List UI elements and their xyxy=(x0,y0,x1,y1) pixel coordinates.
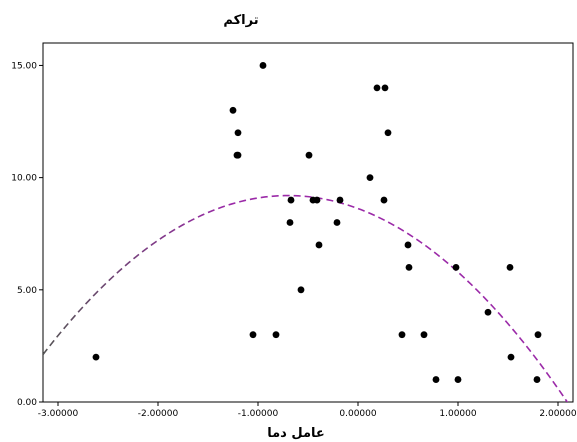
x-tick-label: 0.00000 xyxy=(339,409,376,419)
data-point xyxy=(334,219,341,226)
data-point xyxy=(288,197,295,204)
data-point xyxy=(306,152,313,159)
data-points xyxy=(93,62,542,383)
plot-frame xyxy=(43,43,573,402)
y-axis-ticks: 0.00 5.00 10.00 15.00 xyxy=(11,61,43,408)
data-point xyxy=(433,376,440,383)
data-point xyxy=(367,174,374,181)
data-point xyxy=(316,242,323,249)
data-point xyxy=(93,354,100,361)
data-point xyxy=(287,219,294,226)
data-point xyxy=(234,152,241,159)
data-point xyxy=(406,264,413,271)
data-point xyxy=(534,376,541,383)
data-point xyxy=(235,129,242,136)
data-point xyxy=(508,354,515,361)
data-point xyxy=(273,331,280,338)
chart-title: تراکم xyxy=(223,13,258,28)
data-point xyxy=(453,264,460,271)
data-point xyxy=(314,197,321,204)
x-axis-ticks: -3.00000 -2.00000 -1.00000 0.00000 1.00000 2.… xyxy=(38,402,577,419)
data-point xyxy=(485,309,492,316)
data-point xyxy=(298,286,305,293)
x-axis-title: عامل دما xyxy=(267,426,325,441)
data-point xyxy=(381,197,388,204)
data-point xyxy=(374,84,381,91)
data-point xyxy=(405,242,412,249)
data-point xyxy=(455,376,462,383)
y-tick-label: 15.00 xyxy=(11,61,37,71)
data-point xyxy=(230,107,237,114)
x-tick-label: 1.00000 xyxy=(439,409,476,419)
data-point xyxy=(337,197,344,204)
x-tick-label: -2.00000 xyxy=(138,409,179,419)
data-point xyxy=(250,331,257,338)
data-point xyxy=(385,129,392,136)
data-point xyxy=(535,331,542,338)
data-point xyxy=(421,331,428,338)
x-tick-label: -3.00000 xyxy=(38,409,79,419)
fit-curve-line xyxy=(43,196,573,411)
x-tick-label: -1.00000 xyxy=(238,409,279,419)
data-point xyxy=(382,84,389,91)
data-point xyxy=(260,62,267,69)
y-tick-label: 5.00 xyxy=(17,286,37,296)
x-tick-label: 2.00000 xyxy=(539,409,576,419)
y-tick-label: 0.00 xyxy=(17,398,37,408)
data-point xyxy=(507,264,514,271)
y-tick-label: 10.00 xyxy=(11,174,37,184)
data-point xyxy=(399,331,406,338)
